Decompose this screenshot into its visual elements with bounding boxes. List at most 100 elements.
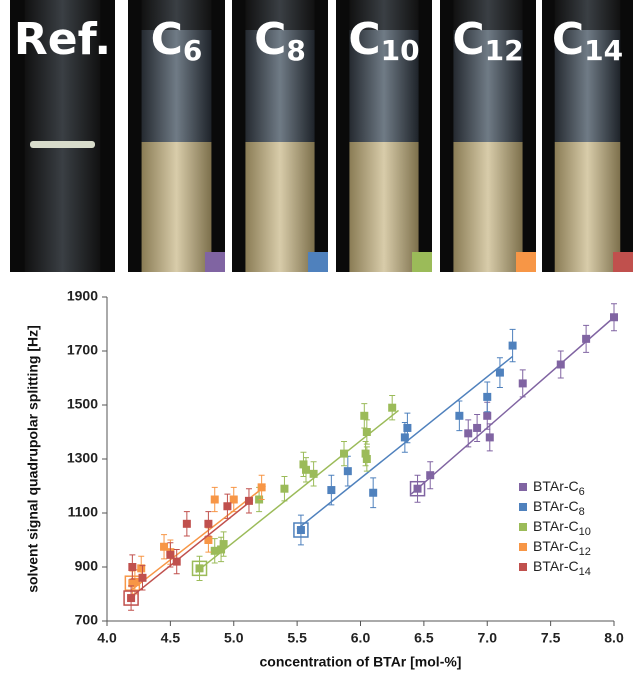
legend-name: BTAr-C — [533, 558, 579, 574]
y-tick-label: 700 — [75, 612, 99, 628]
point — [344, 467, 352, 475]
panel-label-subscript: 14 — [584, 34, 623, 67]
point — [486, 433, 494, 441]
x-tick-label: 5.0 — [224, 630, 244, 646]
point — [223, 502, 231, 510]
panel-label: Ref. — [14, 14, 111, 65]
point — [363, 428, 371, 436]
point — [220, 540, 228, 548]
point — [473, 424, 481, 432]
point — [414, 485, 422, 493]
y-axis-title: solvent signal quadrupolar splitting [Hz… — [25, 325, 41, 593]
color-swatch — [516, 252, 536, 272]
point — [509, 342, 517, 350]
point — [327, 486, 335, 494]
series: BTAr-C6 — [411, 304, 618, 502]
y-tick-label: 1900 — [67, 288, 98, 304]
panel-label-text: Ref. — [14, 14, 111, 65]
legend-swatch — [519, 483, 527, 491]
x-tick-label: 4.5 — [161, 630, 181, 646]
legend-name: BTAr-C — [533, 518, 579, 534]
tube-liquid — [453, 142, 522, 272]
point — [519, 379, 527, 387]
legend-swatch — [519, 523, 527, 531]
panel-label-text: C — [254, 14, 286, 65]
figure-svg: Ref.C6C8C10C12C14 7009001100130015001700… — [0, 0, 633, 676]
figure: Ref.C6C8C10C12C14 7009001100130015001700… — [0, 0, 633, 676]
legend-subscript: 10 — [579, 526, 591, 538]
legend-subscript: 12 — [579, 546, 591, 558]
photo-panel: C14 — [542, 0, 633, 272]
chart: 700 900 1100 1300 1500 1700 1900 4.0 4.5 5.0 5.5 6.… — [25, 288, 624, 670]
tube-liquid — [142, 142, 212, 272]
photo-panel: Ref. — [10, 0, 115, 272]
point — [483, 412, 491, 420]
point — [455, 412, 463, 420]
x-tick-label: 6.0 — [351, 630, 371, 646]
point — [403, 424, 411, 432]
point — [204, 520, 212, 528]
photo-panel: C12 — [440, 0, 536, 272]
legend-subscript: 6 — [579, 486, 585, 498]
point — [464, 429, 472, 437]
y-tick-label: 1100 — [68, 504, 99, 520]
photo-panel: C8 — [232, 0, 328, 272]
point — [127, 594, 135, 602]
legend-label: BTAr-C14 — [533, 558, 591, 578]
point — [245, 497, 253, 505]
point — [610, 313, 618, 321]
x-tick-label: 4.0 — [97, 630, 117, 646]
point — [360, 412, 368, 420]
tube-liquid — [349, 142, 418, 272]
y-tick-label: 1500 — [67, 396, 98, 412]
y-tick-label: 900 — [75, 558, 99, 574]
point — [138, 574, 146, 582]
legend-label: BTAr-C12 — [533, 538, 591, 558]
x-tick-label: 5.5 — [287, 630, 307, 646]
legend-name: BTAr-C — [533, 538, 579, 554]
color-swatch — [308, 252, 328, 272]
panel-label-text: C — [552, 14, 584, 65]
point — [496, 369, 504, 377]
fit-line — [130, 500, 253, 599]
legend-swatch — [519, 503, 527, 511]
point — [388, 404, 396, 412]
series: BTAr-C10 — [193, 396, 591, 581]
photo-panel: C10 — [336, 0, 432, 272]
y-tick-label: 1700 — [67, 342, 98, 358]
series: BTAr-C8 — [294, 329, 585, 544]
panel-label-subscript: 6 — [183, 34, 202, 67]
panel-label-subscript: 10 — [381, 34, 420, 67]
panel-label-text: C — [151, 14, 183, 65]
legend-swatch — [519, 543, 527, 551]
color-swatch — [613, 252, 633, 272]
point — [302, 466, 310, 474]
point — [280, 485, 288, 493]
point — [426, 471, 434, 479]
point — [183, 520, 191, 528]
legend-name: BTAr-C — [533, 498, 579, 514]
point — [310, 470, 318, 478]
point — [557, 361, 565, 369]
x-tick-label: 8.0 — [604, 630, 624, 646]
panel-label-subscript: 12 — [485, 34, 524, 67]
x-axis-title: concentration of BTAr [mol-%] — [260, 654, 462, 670]
point — [196, 564, 204, 572]
legend-label: BTAr-C10 — [533, 518, 591, 538]
point — [128, 563, 136, 571]
point — [582, 335, 590, 343]
y-tick-label: 1300 — [67, 450, 98, 466]
point — [483, 393, 491, 401]
photo-panel: C6 — [128, 0, 225, 272]
point — [211, 496, 219, 504]
point — [340, 450, 348, 458]
meniscus — [30, 141, 95, 148]
series: BTAr-C12 — [125, 475, 591, 595]
point — [363, 455, 371, 463]
panel-label-text: C — [452, 14, 484, 65]
tube-liquid — [245, 142, 314, 272]
point — [173, 558, 181, 566]
legend-subscript: 14 — [579, 566, 591, 578]
tube-liquid — [555, 142, 621, 272]
